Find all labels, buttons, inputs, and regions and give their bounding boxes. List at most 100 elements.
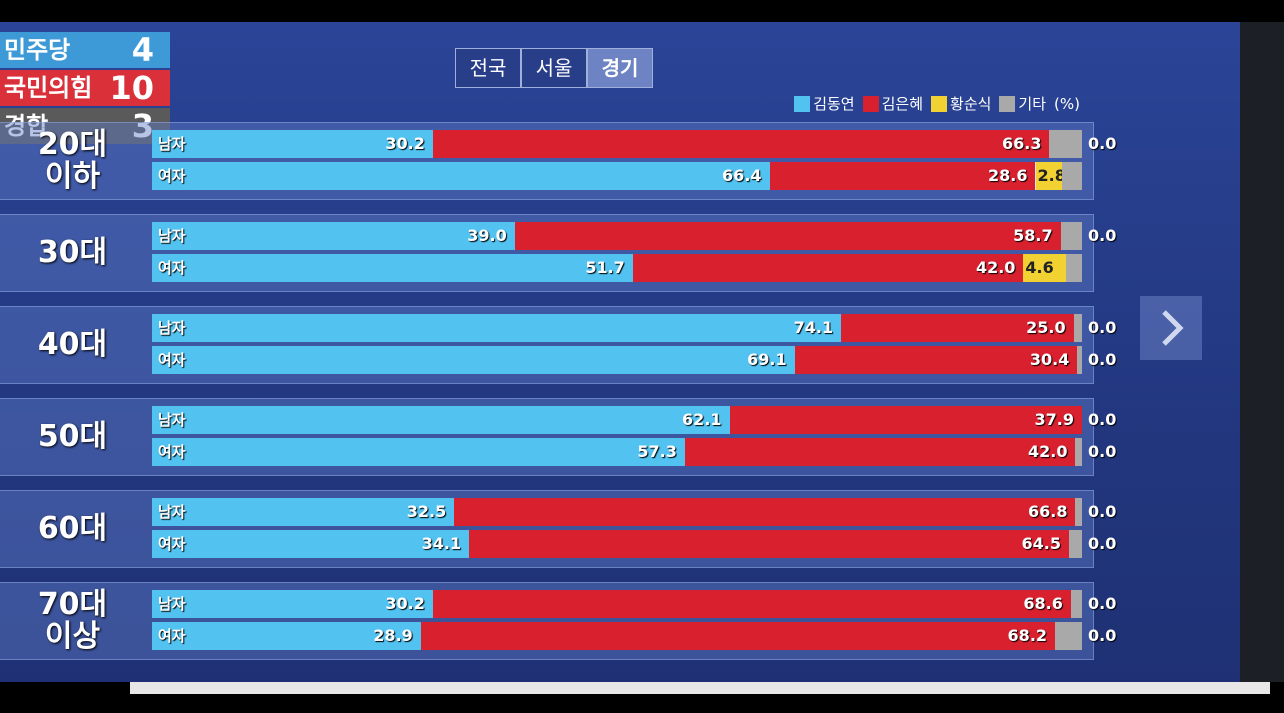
bar-segment bbox=[769, 162, 1036, 190]
button-bg bbox=[1140, 296, 1202, 360]
seat-count: 4 bbox=[131, 31, 154, 69]
legend-item: 기타 bbox=[999, 95, 1046, 113]
category-label: 남자 bbox=[158, 135, 186, 153]
bar-segment bbox=[684, 438, 1076, 466]
bar-segment bbox=[1070, 590, 1082, 618]
value-label: 62.1 bbox=[682, 410, 722, 429]
legend-item: 황순식 bbox=[931, 95, 991, 113]
category-label: 여자 bbox=[158, 535, 186, 553]
bar-segment bbox=[1073, 314, 1082, 342]
value-label: 37.9 bbox=[1034, 410, 1074, 429]
bar-segment bbox=[794, 346, 1078, 374]
legend-swatch bbox=[794, 96, 811, 112]
category-label: 남자 bbox=[158, 227, 186, 245]
bar-segment bbox=[841, 314, 1074, 342]
bar-segment bbox=[454, 498, 1076, 526]
category-label: 남자 bbox=[158, 595, 186, 613]
legend-unit: (%) bbox=[1054, 95, 1080, 113]
category-label: 남자 bbox=[158, 319, 186, 337]
legend-swatch bbox=[999, 96, 1016, 112]
bar-segment bbox=[1075, 498, 1082, 526]
value-label: 0.0 bbox=[1088, 442, 1117, 461]
bar-segment bbox=[1077, 346, 1082, 374]
value-label: 42.0 bbox=[1028, 442, 1068, 461]
value-label: 0.0 bbox=[1088, 318, 1117, 337]
bar-segment bbox=[152, 530, 470, 558]
bar-segment bbox=[152, 222, 515, 250]
party: 국민의힘 bbox=[4, 74, 93, 102]
score-row: 민주당 4 bbox=[0, 32, 170, 68]
value-label: 2.8 bbox=[1037, 166, 1066, 185]
value-label: 68.6 bbox=[1023, 594, 1063, 613]
bar-segment bbox=[1049, 130, 1082, 158]
legend-label: 김동연 bbox=[813, 95, 855, 113]
value-label: 30.2 bbox=[385, 134, 425, 153]
legend-label: 기타 bbox=[1018, 95, 1047, 113]
arrow-icon bbox=[1162, 310, 1184, 346]
group-label: 70대 이상 bbox=[37, 587, 108, 654]
category-label: 남자 bbox=[158, 503, 186, 521]
seat-count: 10 bbox=[109, 69, 154, 107]
value-label: 34.1 bbox=[421, 534, 462, 553]
bar-segment bbox=[1066, 254, 1082, 282]
category-label: 여자 bbox=[158, 443, 186, 461]
value-label: 4.6 bbox=[1025, 258, 1054, 277]
bar-segment bbox=[152, 622, 421, 650]
group-label: 60대 bbox=[37, 511, 108, 546]
bar-segment bbox=[514, 222, 1061, 250]
legend-label: 황순식 bbox=[950, 95, 992, 113]
value-label: 39.0 bbox=[467, 226, 507, 245]
bar-segment bbox=[1055, 622, 1082, 650]
value-label: 57.3 bbox=[637, 442, 677, 461]
category-label: 여자 bbox=[158, 259, 186, 277]
bar-segment bbox=[1060, 222, 1082, 250]
bar-segment bbox=[1023, 254, 1067, 282]
score-row: 경합 3 bbox=[0, 108, 170, 144]
bar-segment bbox=[152, 590, 433, 618]
legend: 김동연 김은혜 황순식 기타 (%) bbox=[794, 94, 1080, 114]
value-label: 69.1 bbox=[747, 350, 787, 369]
value-label: 28.6 bbox=[988, 166, 1028, 185]
bar-segment bbox=[420, 622, 1056, 650]
legend-item: 김은혜 bbox=[862, 95, 923, 113]
legend-swatch bbox=[931, 96, 948, 112]
category-label: 여자 bbox=[158, 627, 186, 645]
bar-segment bbox=[152, 406, 730, 434]
value-label: 0.0 bbox=[1088, 502, 1117, 521]
value-label: 25.0 bbox=[1026, 318, 1066, 337]
bar-segment bbox=[1075, 438, 1082, 466]
tab[interactable]: 전국 bbox=[455, 48, 521, 88]
bar-segment bbox=[152, 162, 770, 190]
value-label: 30.2 bbox=[385, 594, 425, 613]
tab[interactable]: 서울 bbox=[521, 48, 587, 88]
bar-segment bbox=[632, 254, 1024, 282]
value-label: 0.0 bbox=[1088, 134, 1117, 153]
group-label: 20대 이하 bbox=[37, 127, 108, 194]
bar-segment bbox=[469, 530, 1069, 558]
next-button[interactable] bbox=[1140, 296, 1202, 360]
value-label: 0.0 bbox=[1088, 534, 1117, 553]
bar-segment bbox=[152, 130, 433, 158]
tab-selected[interactable]: 경기 bbox=[587, 48, 653, 88]
category-label: 여자 bbox=[158, 167, 186, 185]
value-label: 42.0 bbox=[975, 258, 1016, 277]
bar-segment bbox=[729, 406, 1082, 434]
bar-segment bbox=[1061, 162, 1082, 190]
bar-segment bbox=[152, 254, 633, 282]
bar-segment bbox=[1068, 530, 1082, 558]
party: 경합 bbox=[4, 112, 49, 140]
value-label: 32.5 bbox=[406, 502, 447, 521]
bar-segment bbox=[152, 438, 685, 466]
bar-segment bbox=[432, 130, 1050, 158]
group-label: 50대 bbox=[37, 419, 108, 454]
bar-segment bbox=[152, 498, 455, 526]
value-label: 0.0 bbox=[1088, 410, 1117, 429]
bar-segment bbox=[432, 590, 1071, 618]
legend-item: 김동연 bbox=[794, 95, 855, 113]
value-label: 0.0 bbox=[1088, 226, 1117, 245]
value-label: 66.4 bbox=[722, 166, 762, 185]
value-label: 0.0 bbox=[1088, 626, 1117, 645]
value-label: 64.5 bbox=[1021, 534, 1061, 553]
group-label: 30대 bbox=[37, 235, 108, 270]
